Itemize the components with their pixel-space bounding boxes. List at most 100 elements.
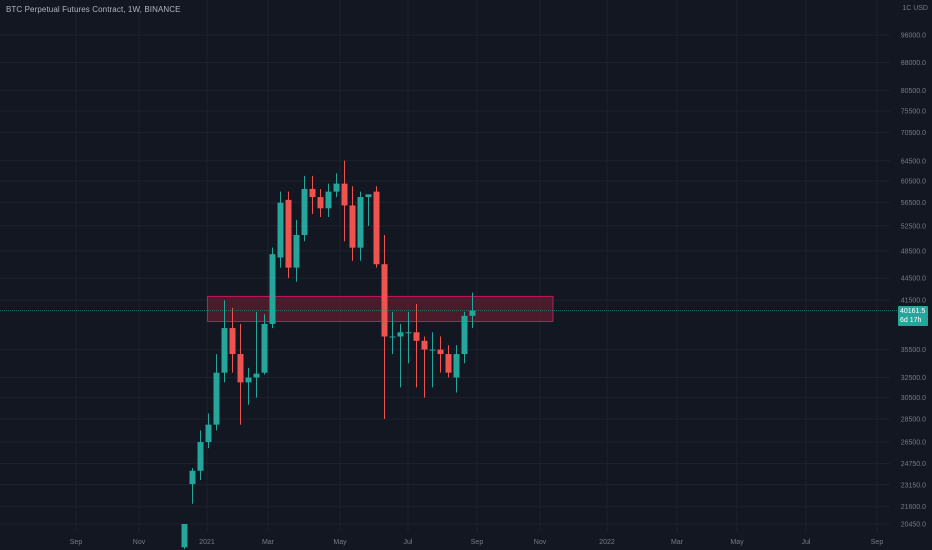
candle xyxy=(261,314,268,375)
candle-body xyxy=(269,254,276,324)
x-tick-label: Sep xyxy=(871,539,884,546)
candle-body xyxy=(285,199,292,268)
candle-body xyxy=(413,332,420,341)
last-price-tag: 40161.5 6d 17h xyxy=(898,306,928,326)
candle-body xyxy=(349,205,356,248)
candle-body xyxy=(341,183,348,206)
x-tick-label: Jul xyxy=(802,539,811,546)
candle-body xyxy=(453,354,460,378)
candle xyxy=(405,311,412,364)
candle xyxy=(413,304,420,388)
x-tick-label: 2022 xyxy=(599,539,615,546)
candle-body xyxy=(237,354,244,383)
candle xyxy=(421,336,428,398)
candle xyxy=(461,311,468,364)
y-tick-label: 70500.0 xyxy=(901,130,926,137)
candle-body xyxy=(461,315,468,355)
y-tick-label: 44500.0 xyxy=(901,276,926,283)
resistance-zone xyxy=(207,295,554,322)
x-tick-label: Sep xyxy=(70,539,83,546)
candle xyxy=(381,235,388,420)
candle xyxy=(397,323,404,388)
y-tick-label: 30500.0 xyxy=(901,395,926,402)
candle xyxy=(453,345,460,393)
x-tick-label: May xyxy=(730,539,744,546)
bar-countdown: 6d 17h xyxy=(900,317,922,324)
candle xyxy=(333,173,340,198)
candle-body xyxy=(309,188,316,198)
candle-body xyxy=(317,197,324,209)
x-tick-label: 2021 xyxy=(199,539,215,546)
candle-body xyxy=(301,188,308,236)
y-tick-label: 24750.0 xyxy=(901,461,926,468)
candle-body xyxy=(221,328,228,373)
candle-body xyxy=(189,470,196,485)
candle xyxy=(181,524,188,549)
candle xyxy=(429,332,436,388)
candle-body xyxy=(373,191,380,265)
candle xyxy=(293,219,300,282)
candle-body xyxy=(405,332,412,334)
candle-body xyxy=(397,332,404,337)
candle xyxy=(301,175,308,242)
y-tick-label: 52500.0 xyxy=(901,223,926,230)
y-tick-label: 28500.0 xyxy=(901,417,926,424)
candle-body xyxy=(181,524,188,548)
candle xyxy=(189,468,196,504)
x-tick-label: Sep xyxy=(471,539,484,546)
candle xyxy=(341,160,348,242)
candle xyxy=(197,430,204,481)
resistance-zone-layer xyxy=(207,295,554,322)
y-tick-label: 41500.0 xyxy=(901,298,926,305)
x-tick-label: Mar xyxy=(671,539,684,546)
y-tick-label: 26500.0 xyxy=(901,440,926,447)
y-tick-label: 80500.0 xyxy=(901,88,926,95)
candle-body xyxy=(205,424,212,443)
candle-body xyxy=(253,373,260,378)
candle xyxy=(373,186,380,268)
candle-body xyxy=(333,183,340,192)
candle-body xyxy=(437,349,444,355)
y-tick-label: 75500.0 xyxy=(901,108,926,115)
candle xyxy=(205,413,212,449)
currency-label[interactable]: 1C USD xyxy=(902,5,928,12)
candles-layer xyxy=(181,160,476,549)
x-tick-label: May xyxy=(333,539,347,546)
candle xyxy=(237,323,244,425)
candle xyxy=(437,336,444,373)
candle xyxy=(229,307,236,373)
candle-body xyxy=(421,340,428,350)
y-tick-label: 20450.0 xyxy=(901,522,926,529)
candle-body xyxy=(365,194,372,198)
candle-body xyxy=(429,349,436,351)
candle-body xyxy=(445,354,452,373)
candle xyxy=(269,247,276,329)
candle xyxy=(245,367,252,405)
candle-body xyxy=(197,442,204,471)
candle xyxy=(317,188,324,217)
y-tick-label: 23150.0 xyxy=(901,482,926,489)
x-tick-label: Nov xyxy=(534,539,547,546)
y-tick-label: 56500.0 xyxy=(901,200,926,207)
grid-lines xyxy=(0,0,890,532)
candle xyxy=(277,191,284,268)
y-tick-label: 60500.0 xyxy=(901,179,926,186)
candle xyxy=(349,186,356,261)
price-axis[interactable]: 96000.0 88000.0 80500.0 75500.0 70500.0 64500… xyxy=(901,33,926,529)
candle-body xyxy=(325,191,332,209)
candle-body xyxy=(229,328,236,355)
candle-body xyxy=(469,310,476,316)
x-tick-label: Jul xyxy=(404,539,413,546)
y-tick-label: 21600.0 xyxy=(901,504,926,511)
y-tick-label: 35500.0 xyxy=(901,347,926,354)
candle xyxy=(389,311,396,355)
y-tick-label: 88000.0 xyxy=(901,60,926,67)
candle xyxy=(309,175,316,215)
y-tick-label: 48500.0 xyxy=(901,248,926,255)
time-axis[interactable]: Sep Nov 2021 Mar May Jul Sep Nov 2022 Mar May Jul Se… xyxy=(70,539,884,546)
candle xyxy=(221,300,228,383)
candle-body xyxy=(381,264,388,337)
candle-body xyxy=(389,336,396,338)
